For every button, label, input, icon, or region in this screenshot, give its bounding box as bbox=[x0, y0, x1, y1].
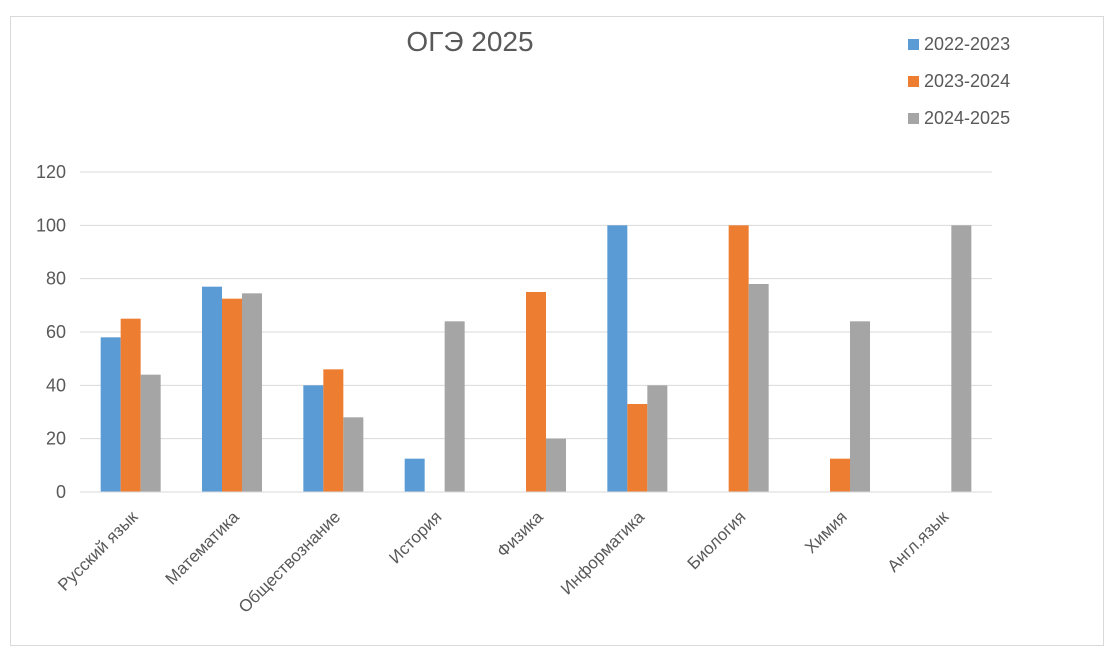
bar-3-1 bbox=[140, 374, 161, 492]
bar-3-8 bbox=[850, 321, 870, 492]
bar-3-5 bbox=[546, 438, 566, 492]
x-tick-label: Русский язык bbox=[54, 507, 142, 595]
x-tick-label: Информатика bbox=[557, 507, 648, 598]
bar-3-4 bbox=[444, 321, 465, 492]
bar-3-9 bbox=[951, 225, 972, 493]
x-tick-label: Физика bbox=[493, 507, 547, 561]
legend-item-series-1: 2022-2023 bbox=[908, 26, 1010, 63]
bar-2-8 bbox=[830, 458, 850, 492]
x-tick-label: Обществознание bbox=[235, 507, 344, 616]
bar-3-6 bbox=[647, 385, 668, 492]
bar-1-4 bbox=[404, 458, 425, 492]
y-tick-label: 0 bbox=[56, 482, 66, 502]
chart-legend: 2022-2023 2023-2024 2024-2025 bbox=[908, 26, 1010, 137]
legend-label-series-1: 2022-2023 bbox=[924, 34, 1011, 54]
chart-title: ОГЭ 2025 bbox=[406, 26, 534, 57]
y-tick-label: 120 bbox=[36, 162, 66, 182]
bar-2-7 bbox=[728, 225, 749, 493]
x-tick-label: Химия bbox=[801, 507, 851, 557]
legend-label-series-2: 2023-2024 bbox=[924, 71, 1011, 91]
bar-2-6 bbox=[627, 404, 648, 492]
bar-3-3 bbox=[343, 417, 364, 492]
bar-2-1 bbox=[120, 318, 141, 492]
bar-2-5 bbox=[526, 292, 546, 492]
legend-swatch-series-1 bbox=[908, 39, 919, 50]
bar-3-2 bbox=[242, 293, 262, 492]
y-tick-label: 100 bbox=[36, 215, 66, 235]
legend-item-series-2: 2023-2024 bbox=[908, 63, 1010, 100]
legend-label-series-3: 2024-2025 bbox=[924, 108, 1011, 128]
y-tick-label: 20 bbox=[46, 429, 66, 449]
y-tick-label: 40 bbox=[46, 375, 66, 395]
bar-3-7 bbox=[748, 284, 769, 492]
legend-swatch-series-3 bbox=[908, 113, 919, 124]
x-tick-label: История bbox=[385, 507, 445, 567]
legend-swatch-series-2 bbox=[908, 76, 919, 87]
y-tick-label: 60 bbox=[46, 322, 66, 342]
x-tick-label: Англ.язык bbox=[884, 507, 953, 576]
bar-2-3 bbox=[323, 369, 344, 492]
chart-frame bbox=[10, 16, 1104, 646]
legend-item-series-3: 2024-2025 bbox=[908, 100, 1010, 137]
x-tick-label: Математика bbox=[162, 507, 244, 589]
bar-2-2 bbox=[222, 298, 242, 492]
x-tick-label: Биология bbox=[684, 507, 750, 573]
bar-1-6 bbox=[607, 225, 628, 493]
bar-1-2 bbox=[202, 286, 222, 492]
bar-1-1 bbox=[100, 337, 121, 492]
y-tick-label: 80 bbox=[46, 269, 66, 289]
bar-1-3 bbox=[303, 385, 324, 492]
